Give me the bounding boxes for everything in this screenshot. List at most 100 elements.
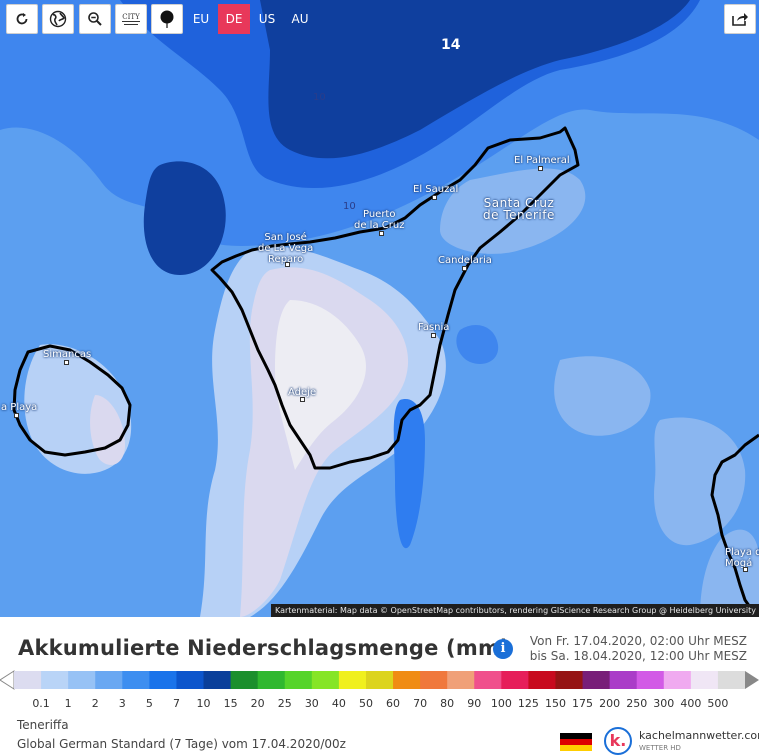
city-names-icon: CITY	[122, 13, 140, 22]
globe-icon	[49, 10, 67, 28]
region-eu-button[interactable]: EU	[192, 12, 210, 26]
city-label-el-palmeral: El Palmeral	[514, 155, 570, 166]
city-label-line: Mogá	[725, 558, 753, 569]
city-label-line: San José	[264, 232, 307, 243]
legend-swatch	[95, 671, 123, 689]
city-label-el-sauzal: El Sauzal	[413, 184, 459, 195]
city-marker	[285, 262, 290, 267]
legend-swatch	[636, 671, 665, 689]
legend-label: 0.1	[32, 697, 50, 710]
legend-label: 30	[304, 697, 319, 710]
city-label-line: de la Cruz	[354, 220, 405, 231]
city-label-adeje: Adeje	[288, 387, 317, 398]
legend-label: 20	[250, 697, 265, 710]
legend-swatch	[338, 671, 367, 689]
legend-label: 90	[467, 697, 482, 710]
refresh-button[interactable]	[6, 4, 38, 34]
legend-label: 50	[358, 697, 373, 710]
legend-label: 250	[626, 697, 648, 710]
flag-stripe	[560, 733, 592, 739]
time-period: Von Fr. 17.04.2020, 02:00 Uhr MESZ bis S…	[530, 634, 747, 664]
precipitation-map[interactable]: CITY EU DE US AU 14 10 10 El Palmeral El…	[0, 0, 759, 617]
share-button[interactable]	[724, 4, 756, 34]
legend-label: 80	[440, 697, 455, 710]
contour-label-10b: 10	[343, 201, 356, 212]
legend-swatch	[690, 671, 719, 689]
city-label-line: Reparo	[268, 254, 304, 265]
legend-arrow-right	[745, 671, 759, 689]
city-label-fasnia: Fasnia	[418, 322, 450, 333]
legend-swatch	[420, 671, 448, 689]
logo-subtitle: WETTER HD	[639, 744, 681, 752]
legend-swatch	[501, 671, 529, 689]
city-label-simancas: Simancas	[43, 349, 92, 360]
legend-swatch	[717, 671, 746, 689]
legend-label: 125	[517, 697, 539, 710]
legend-label: 70	[413, 697, 428, 710]
legend-label: 3	[118, 697, 126, 710]
info-icon[interactable]: i	[493, 639, 513, 659]
city-marker	[14, 413, 19, 418]
contour-label-10: 10	[313, 92, 326, 103]
legend-label: 100	[490, 697, 512, 710]
city-marker	[462, 266, 467, 271]
zoom-out-button[interactable]	[79, 4, 111, 34]
city-marker	[538, 166, 543, 171]
legend-label: 25	[277, 697, 292, 710]
precipitation-map-canvas[interactable]	[0, 0, 759, 617]
model-run-info: Global German Standard (7 Tage) vom 17.0…	[17, 737, 346, 751]
legend-label: 1	[64, 697, 72, 710]
city-marker	[431, 333, 436, 338]
share-icon	[732, 13, 748, 26]
legend-swatch	[41, 671, 69, 689]
city-names-strike-icon	[124, 24, 138, 25]
legend-swatch	[582, 671, 611, 689]
legend-swatch	[149, 671, 177, 689]
legend-swatch	[257, 671, 286, 689]
region-de-button[interactable]: DE	[218, 4, 250, 34]
legend-swatch	[311, 671, 340, 689]
legend-swatch	[555, 671, 584, 689]
globe-button[interactable]	[42, 4, 74, 34]
legend-arrow-left	[0, 670, 15, 690]
region-au-button[interactable]: AU	[291, 12, 309, 26]
map-marker-icon	[160, 10, 174, 28]
map-marker-button[interactable]	[151, 4, 183, 34]
kachelmann-logo-icon[interactable]: k.	[604, 727, 632, 755]
color-scale-labels: 0.1 1 2 3 5 7 10 15 20 25 30 40 50 60 70 80 90 100 125 150 1…	[0, 697, 759, 711]
legend-swatch	[230, 671, 259, 689]
legend-label: 40	[331, 697, 346, 710]
city-label-san-jose: San José de La Vega Reparo	[258, 232, 313, 265]
page-title: Akkumulierte Niederschlagsmenge (mm)	[18, 636, 510, 660]
city-label-line: de La Vega	[258, 243, 314, 254]
legend-label: 15	[223, 697, 238, 710]
region-us-button[interactable]: US	[258, 12, 276, 26]
city-label-playa-de-moga: Playa d Mogá	[725, 547, 759, 569]
refresh-icon	[16, 13, 28, 25]
zoom-out-icon	[88, 12, 102, 26]
city-marker	[64, 360, 69, 365]
legend-label: 10	[196, 697, 211, 710]
german-flag-icon[interactable]	[560, 733, 592, 751]
legend-swatch	[474, 671, 502, 689]
city-marker	[300, 397, 305, 402]
city-label-line: Playa d	[725, 547, 759, 558]
legend-swatch	[122, 671, 150, 689]
city-marker	[379, 231, 384, 236]
color-scale-bar	[0, 670, 759, 690]
legend-swatch	[284, 671, 313, 689]
legend-label: 300	[653, 697, 675, 710]
city-marker	[743, 567, 748, 572]
map-attribution: Kartenmaterial: Map data © OpenStreetMap…	[270, 604, 759, 617]
city-names-button[interactable]: CITY	[115, 4, 147, 34]
legend-swatch	[203, 671, 232, 689]
legend-swatch	[528, 671, 556, 689]
legend-label: 175	[572, 697, 594, 710]
legend-label: 150	[544, 697, 566, 710]
city-label-santa-cruz: Santa Cruz de Tenerife	[483, 197, 555, 221]
kachelmann-logo-text[interactable]: kachelmannwetter.com WETTER HD	[639, 730, 759, 754]
region-name: Teneriffa	[17, 718, 69, 732]
city-label-candelaria: Candelaria	[438, 255, 492, 266]
city-marker	[432, 195, 437, 200]
legend-label: 2	[91, 697, 99, 710]
